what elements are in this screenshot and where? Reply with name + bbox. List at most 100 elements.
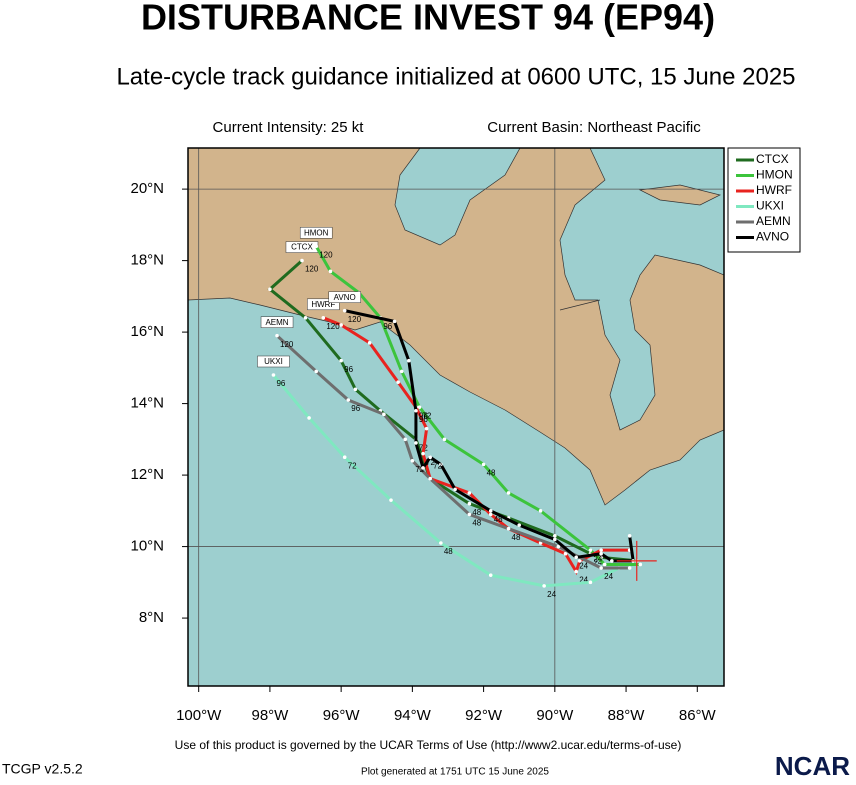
hour-label: 96 — [419, 411, 428, 420]
track-point — [342, 455, 347, 460]
track-point — [439, 541, 443, 545]
track-point — [488, 573, 493, 577]
track-point — [453, 487, 457, 492]
hour-label: 120 — [305, 265, 319, 274]
legend-label: HMON — [756, 168, 793, 182]
y-tick-label: 10°N — [130, 538, 164, 555]
track-point — [563, 551, 568, 556]
track-point — [553, 534, 557, 538]
y-tick-label: 14°N — [130, 395, 164, 412]
track-point — [275, 333, 279, 338]
hour-label: 72 — [433, 461, 442, 470]
track-name: HWRF — [311, 300, 335, 309]
hour-label: 72 — [422, 411, 431, 420]
track-point — [421, 466, 425, 470]
track-point — [506, 491, 511, 495]
logo: NCAR — [775, 751, 850, 780]
x-tick-label: 94°W — [394, 707, 432, 724]
track-point — [488, 509, 493, 513]
hour-label: 96 — [351, 404, 360, 413]
hour-label: 72 — [415, 465, 424, 474]
hour-label: 48 — [472, 519, 481, 528]
hour-label: 24 — [579, 561, 588, 570]
map-frame — [187, 147, 725, 687]
legend-label: AVNO — [756, 230, 789, 244]
track-point — [588, 548, 593, 552]
track-point — [599, 548, 603, 552]
y-tick-label: 16°N — [130, 323, 164, 340]
x-tick-label: 98°W — [251, 707, 289, 724]
track-point — [382, 412, 386, 417]
hour-label: 24 — [593, 554, 602, 563]
hour-label: 24 — [547, 590, 556, 599]
track-name: AVNO — [334, 293, 356, 302]
track-point — [517, 523, 522, 527]
track-point — [268, 287, 272, 292]
track-point — [403, 437, 408, 442]
track-point — [442, 437, 447, 442]
hour-label: 72 — [426, 458, 435, 467]
current-position — [616, 540, 657, 581]
track-point — [314, 369, 319, 374]
track-point — [346, 398, 351, 402]
y-tick-label: 12°N — [130, 466, 164, 483]
y-tick-label: 18°N — [130, 252, 164, 269]
track-point — [321, 316, 326, 320]
track-point — [577, 559, 582, 563]
track-point — [407, 358, 411, 363]
track-point — [588, 580, 593, 585]
track-point — [638, 562, 643, 567]
track-point — [303, 316, 308, 320]
track-point — [599, 551, 603, 556]
track-point — [599, 566, 603, 570]
track-point — [610, 559, 614, 563]
track-point — [421, 451, 425, 456]
track-point — [328, 269, 333, 274]
hour-label: 48 — [444, 547, 453, 556]
track-name-box — [307, 298, 340, 311]
title: DISTURBANCE INVEST 94 (EP94) — [141, 0, 715, 38]
track-point — [417, 405, 422, 409]
version: TCGP v2.5.2 — [2, 761, 83, 777]
track-point — [574, 555, 578, 560]
track-name-box — [328, 291, 361, 303]
track-name: HMON — [304, 228, 329, 237]
track-name: AEMN — [265, 318, 288, 327]
terms: Use of this product is governed by the U… — [175, 738, 682, 752]
track-point — [439, 462, 443, 467]
track-point — [627, 534, 632, 538]
hour-label: 96 — [276, 379, 285, 388]
hour-label: 96 — [344, 365, 353, 374]
y-tick-label: 8°N — [139, 609, 164, 626]
track-point — [574, 569, 578, 574]
hour-label: 120 — [280, 340, 294, 349]
track-name-box — [299, 227, 333, 239]
legend-label: HWRF — [756, 183, 792, 197]
track-point — [392, 319, 397, 324]
track-point — [414, 408, 418, 413]
generated: Plot generated at 1751 UTC 15 June 2025 — [361, 767, 549, 778]
hour-label: 48 — [512, 533, 521, 542]
track-name: CTCX — [291, 243, 313, 252]
track-point — [467, 491, 472, 495]
track-point — [553, 537, 557, 542]
track-point — [538, 509, 543, 513]
legend-label: UKXI — [756, 199, 784, 213]
track-point — [399, 369, 404, 374]
track-point — [271, 373, 276, 377]
track-point — [389, 498, 393, 502]
track-point — [467, 501, 472, 506]
track-point — [488, 512, 493, 517]
legend-label: CTCX — [756, 152, 789, 166]
legend-label: AEMN — [756, 214, 791, 228]
x-tick-label: 96°W — [323, 707, 361, 724]
track-point — [542, 584, 546, 588]
track-point — [414, 441, 418, 445]
track-point — [424, 426, 429, 431]
track-point — [410, 458, 415, 463]
track-name-box — [257, 355, 290, 368]
track-point — [307, 416, 311, 420]
legend — [727, 147, 801, 253]
track-point — [300, 258, 304, 263]
